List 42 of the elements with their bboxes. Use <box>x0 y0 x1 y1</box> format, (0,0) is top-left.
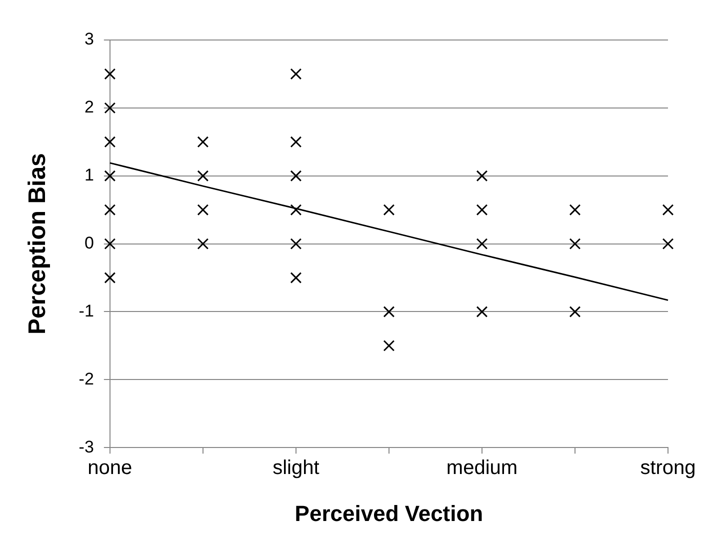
point <box>104 272 116 284</box>
x-axis-title: Perceived Vection <box>294 500 484 526</box>
point <box>476 238 488 250</box>
point <box>290 170 302 182</box>
y-tick-label: 2 <box>84 98 94 117</box>
point <box>476 204 488 216</box>
point <box>104 136 116 148</box>
y-tick-label: 3 <box>84 30 94 49</box>
x-tick-label: strong <box>640 457 696 480</box>
point <box>476 170 488 182</box>
point <box>662 204 674 216</box>
point <box>569 238 581 250</box>
point <box>383 204 395 216</box>
point <box>197 170 209 182</box>
y-tick-label: -2 <box>78 369 94 388</box>
y-tick-label: 0 <box>84 233 94 252</box>
point <box>383 306 395 318</box>
x-tick-label: none <box>88 457 132 480</box>
point <box>104 170 116 182</box>
point <box>197 136 209 148</box>
point <box>569 204 581 216</box>
x-tick-label: medium <box>446 457 518 480</box>
point <box>662 238 674 250</box>
point <box>290 68 302 80</box>
point <box>290 204 302 216</box>
y-tick-label: -1 <box>78 301 94 320</box>
point <box>104 204 116 216</box>
y-tick-label: -3 <box>78 437 94 456</box>
y-tick-label: 1 <box>84 166 94 185</box>
point <box>197 204 209 216</box>
point <box>290 136 302 148</box>
point <box>290 238 302 250</box>
point <box>104 102 116 114</box>
point <box>290 272 302 284</box>
point <box>104 238 116 250</box>
point <box>383 340 395 352</box>
point <box>104 68 116 80</box>
x-tick-label: slight <box>272 457 320 480</box>
y-axis-title: Perception Bias <box>24 153 52 335</box>
point <box>197 238 209 250</box>
point <box>569 306 581 318</box>
point <box>476 306 488 318</box>
